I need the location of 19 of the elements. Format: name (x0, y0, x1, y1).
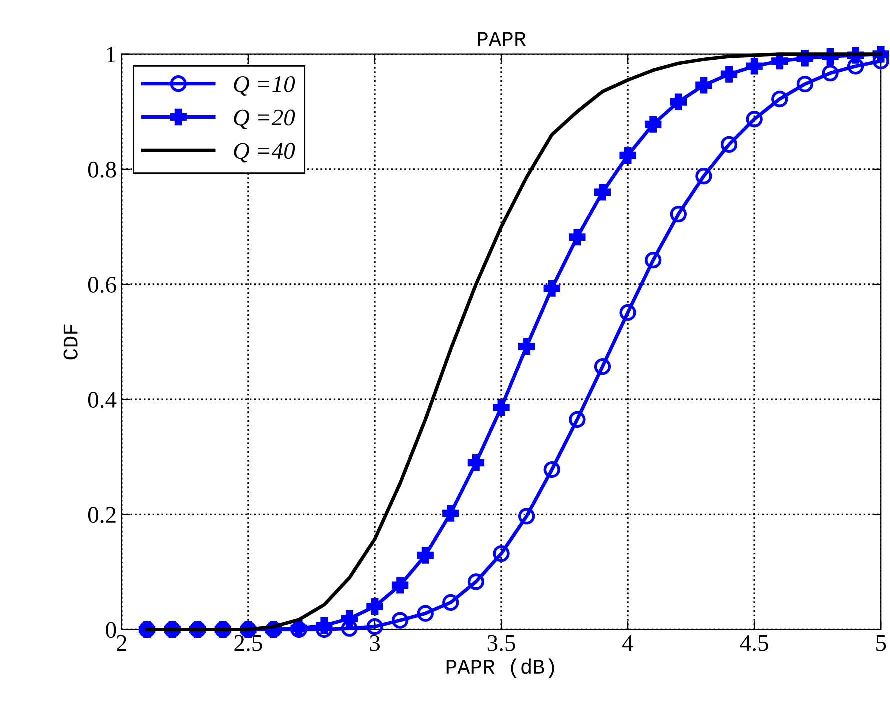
x-tick-label: 4.5 (740, 635, 768, 652)
x-tick-label: 2.5 (234, 635, 262, 652)
legend-label: Q =10 (234, 76, 296, 96)
chart-title: PAPR (478, 32, 526, 46)
x-tick-label: 5 (876, 636, 886, 652)
y-tick-label: 0.2 (88, 507, 116, 524)
y-tick-label: 0 (106, 622, 116, 638)
y-tick-label: 0.8 (88, 162, 116, 178)
y-tick-label: 1 (107, 46, 116, 63)
x-tick-label: 3 (370, 635, 380, 652)
legend-label: Q =40 (234, 143, 296, 163)
x-axis-title: PAPR (dB) (446, 658, 554, 678)
x-tick-label: 4 (622, 635, 634, 651)
legend-label: Q =20 (234, 110, 296, 130)
y-tick-label: 0.4 (88, 392, 117, 408)
x-tick-label: 2 (117, 635, 127, 651)
x-tick-label: 3.5 (488, 635, 516, 652)
y-tick-label: 0.6 (88, 277, 116, 294)
y-axis-title: CDF (64, 324, 78, 360)
